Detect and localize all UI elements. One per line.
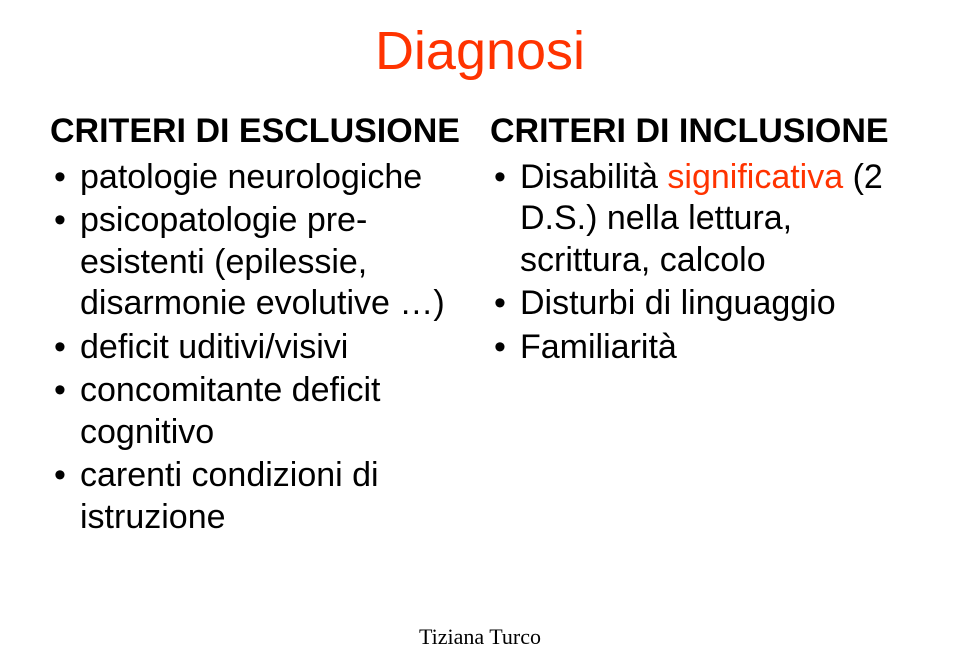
list-item: psicopatologie pre-esistenti (epilessie,… [80, 200, 470, 324]
list-item: carenti condizioni di istruzione [80, 455, 470, 538]
right-list: Disabilità significativa (2 D.S.) nella … [490, 157, 910, 368]
list-item: concomitante deficit cognitivo [80, 370, 470, 453]
text-segment: patologie neurologiche [80, 158, 422, 196]
right-column: CRITERI DI INCLUSIONE Disabilità signifi… [490, 112, 910, 540]
text-segment: Disturbi di linguaggio [520, 284, 836, 322]
text-segment: deficit uditivi/visivi [80, 328, 348, 366]
text-segment: concomitante deficit cognitivo [80, 371, 381, 450]
slide-title: Diagnosi [50, 20, 910, 82]
list-item: Familiarità [520, 327, 910, 368]
slide: Diagnosi CRITERI DI ESCLUSIONE patologie… [0, 0, 960, 668]
text-segment: carenti condizioni di istruzione [80, 456, 379, 535]
text-segment: Familiarità [520, 328, 677, 366]
text-segment: Disabilità [520, 158, 667, 196]
list-item: Disturbi di linguaggio [520, 283, 910, 324]
footer-author: Tiziana Turco [0, 624, 960, 650]
text-segment: psicopatologie pre-esistenti (epilessie,… [80, 201, 445, 322]
list-item: patologie neurologiche [80, 157, 470, 198]
list-item: deficit uditivi/visivi [80, 327, 470, 368]
columns: CRITERI DI ESCLUSIONE patologie neurolog… [50, 112, 910, 540]
text-segment: significativa [667, 158, 843, 196]
left-heading: CRITERI DI ESCLUSIONE [50, 112, 470, 151]
right-heading: CRITERI DI INCLUSIONE [490, 112, 910, 151]
left-list: patologie neurologiche psicopatologie pre… [50, 157, 470, 538]
left-column: CRITERI DI ESCLUSIONE patologie neurolog… [50, 112, 470, 540]
list-item: Disabilità significativa (2 D.S.) nella … [520, 157, 910, 281]
